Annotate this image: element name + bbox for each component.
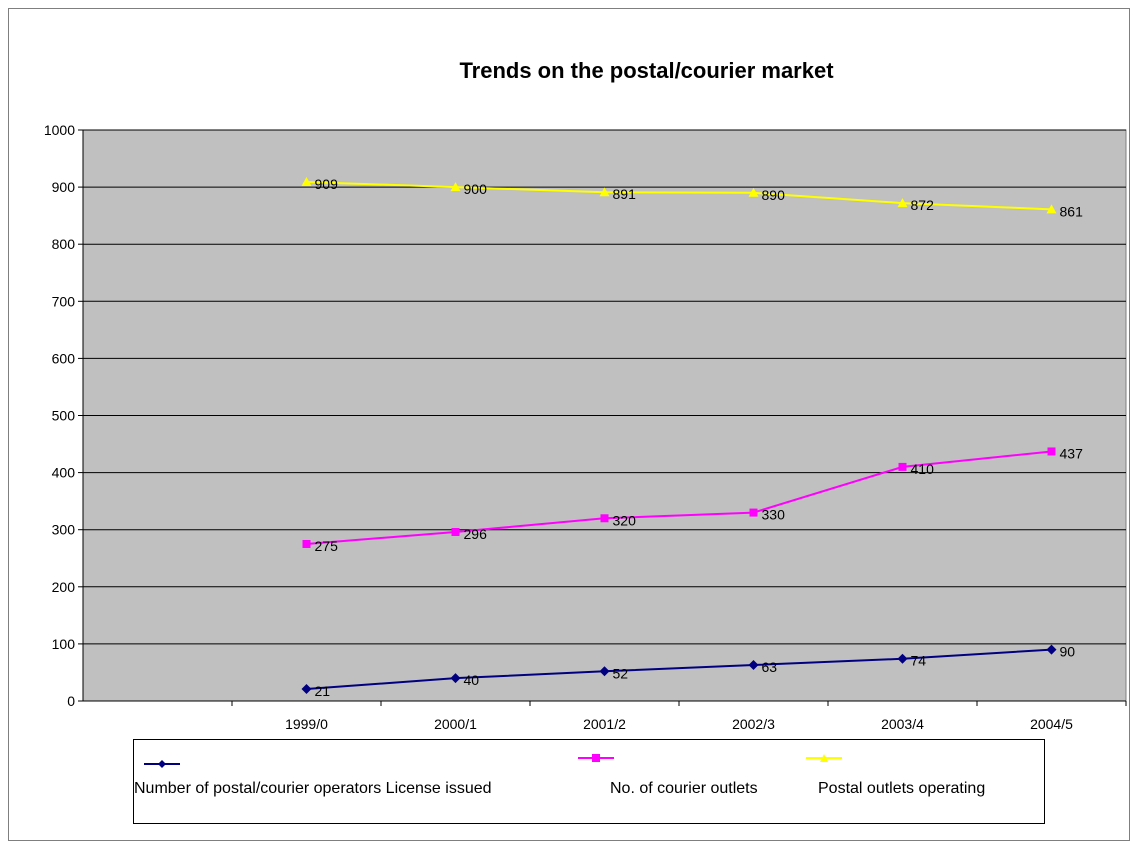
y-tick-label: 100 [52,636,76,652]
legend-item-postal: Postal outlets operating [806,740,1044,823]
data-point [301,176,312,186]
x-tick-label: 2000/1 [434,716,477,732]
y-tick-label: 600 [52,350,76,366]
series-line-2 [306,180,1052,211]
data-label: 900 [464,181,488,197]
data-label: 63 [762,659,778,675]
series-line-0 [306,648,1052,691]
data-point [897,653,908,664]
data-point [897,198,908,208]
data-label: 410 [911,461,935,477]
x-tick-label: 2001/2 [583,716,626,732]
data-label: 296 [464,526,488,542]
data-point [1047,447,1056,456]
y-tick-label: 300 [52,522,76,538]
diamond-marker-icon [144,760,180,768]
data-point [898,462,907,471]
y-tick-label: 700 [52,293,76,309]
data-point [1046,204,1057,214]
data-label: 90 [1060,644,1076,660]
data-label: 275 [315,538,339,554]
triangle-marker-icon [806,754,842,762]
y-tick-label: 200 [52,579,76,595]
legend-label-courier: No. of courier outlets [610,780,758,797]
y-tick-label: 400 [52,465,76,481]
data-point [301,684,312,695]
data-label: 330 [762,507,786,523]
x-tick-label: 2002/3 [732,716,775,732]
data-point [302,539,311,548]
y-tick-label: 800 [52,236,76,252]
square-marker-icon [578,754,614,762]
data-label: 909 [315,176,339,192]
data-label: 52 [613,665,629,681]
data-point [451,527,460,536]
y-tick-label: 900 [52,179,76,195]
data-point [1046,644,1057,655]
legend-item-courier: No. of courier outlets [578,740,814,823]
data-label: 320 [613,512,637,528]
data-label: 40 [464,672,480,688]
legend: Number of postal/courier operators Licen… [133,739,1045,824]
data-label: 74 [911,653,927,669]
series-line-1 [306,450,1052,545]
x-tick-label: 2003/4 [881,716,924,732]
data-label: 21 [315,683,331,699]
data-point [749,508,758,517]
legend-label-postal: Postal outlets operating [818,780,986,797]
data-label: 861 [1060,203,1084,219]
y-tick-label: 1000 [44,122,75,138]
legend-item-operators: Number of postal/courier operators Licen… [134,740,584,823]
y-tick-label: 500 [52,408,76,424]
data-label: 872 [911,197,935,213]
x-tick-label: 2004/5 [1030,716,1073,732]
y-tick-label: 0 [67,693,75,709]
data-point [600,514,609,523]
data-point [450,182,461,192]
x-tick-label: 1999/0 [285,716,328,732]
data-point [450,673,461,684]
data-point [748,187,759,197]
data-point [748,660,759,671]
data-point [599,666,610,677]
data-label: 890 [762,187,786,203]
chart-title: Trends on the postal/courier market [459,58,834,83]
data-label: 437 [1060,445,1084,461]
data-label: 891 [613,186,637,202]
legend-label-operators: Number of postal/courier operators Licen… [134,780,492,797]
data-point [599,187,610,197]
